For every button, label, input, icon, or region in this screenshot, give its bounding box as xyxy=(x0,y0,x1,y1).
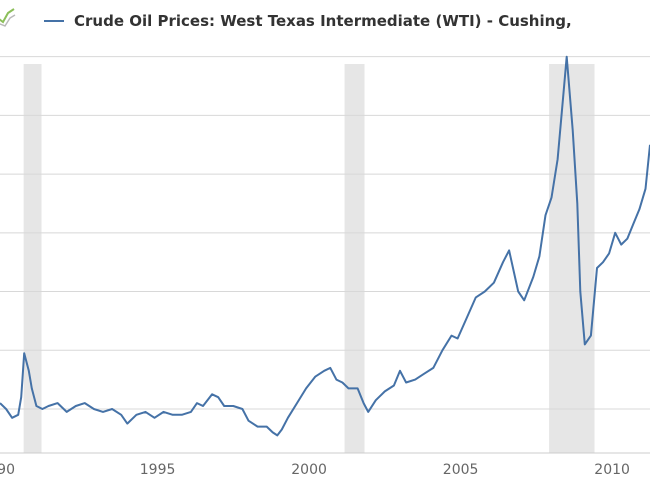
x-tick-labels: 90 1995 2000 2005 2010 xyxy=(0,462,630,478)
legend[interactable]: Crude Oil Prices: West Texas Intermediat… xyxy=(0,0,650,42)
x-tick-label: 90 xyxy=(0,462,15,478)
x-tick-label: 2010 xyxy=(594,462,630,478)
recession-bands xyxy=(23,64,595,453)
line-chart-icon[interactable] xyxy=(0,3,16,31)
x-tick-label: 2000 xyxy=(291,462,327,478)
x-tick-label: 2005 xyxy=(443,462,479,478)
legend-series-label: Crude Oil Prices: West Texas Intermediat… xyxy=(74,12,572,30)
wti-price-line[interactable] xyxy=(0,55,650,437)
legend-line-swatch xyxy=(44,20,64,22)
y-gridlines xyxy=(0,56,650,410)
x-tick-label: 1995 xyxy=(140,462,176,478)
recession-band xyxy=(344,64,365,453)
recession-band xyxy=(23,64,42,453)
series-layer xyxy=(0,55,650,437)
